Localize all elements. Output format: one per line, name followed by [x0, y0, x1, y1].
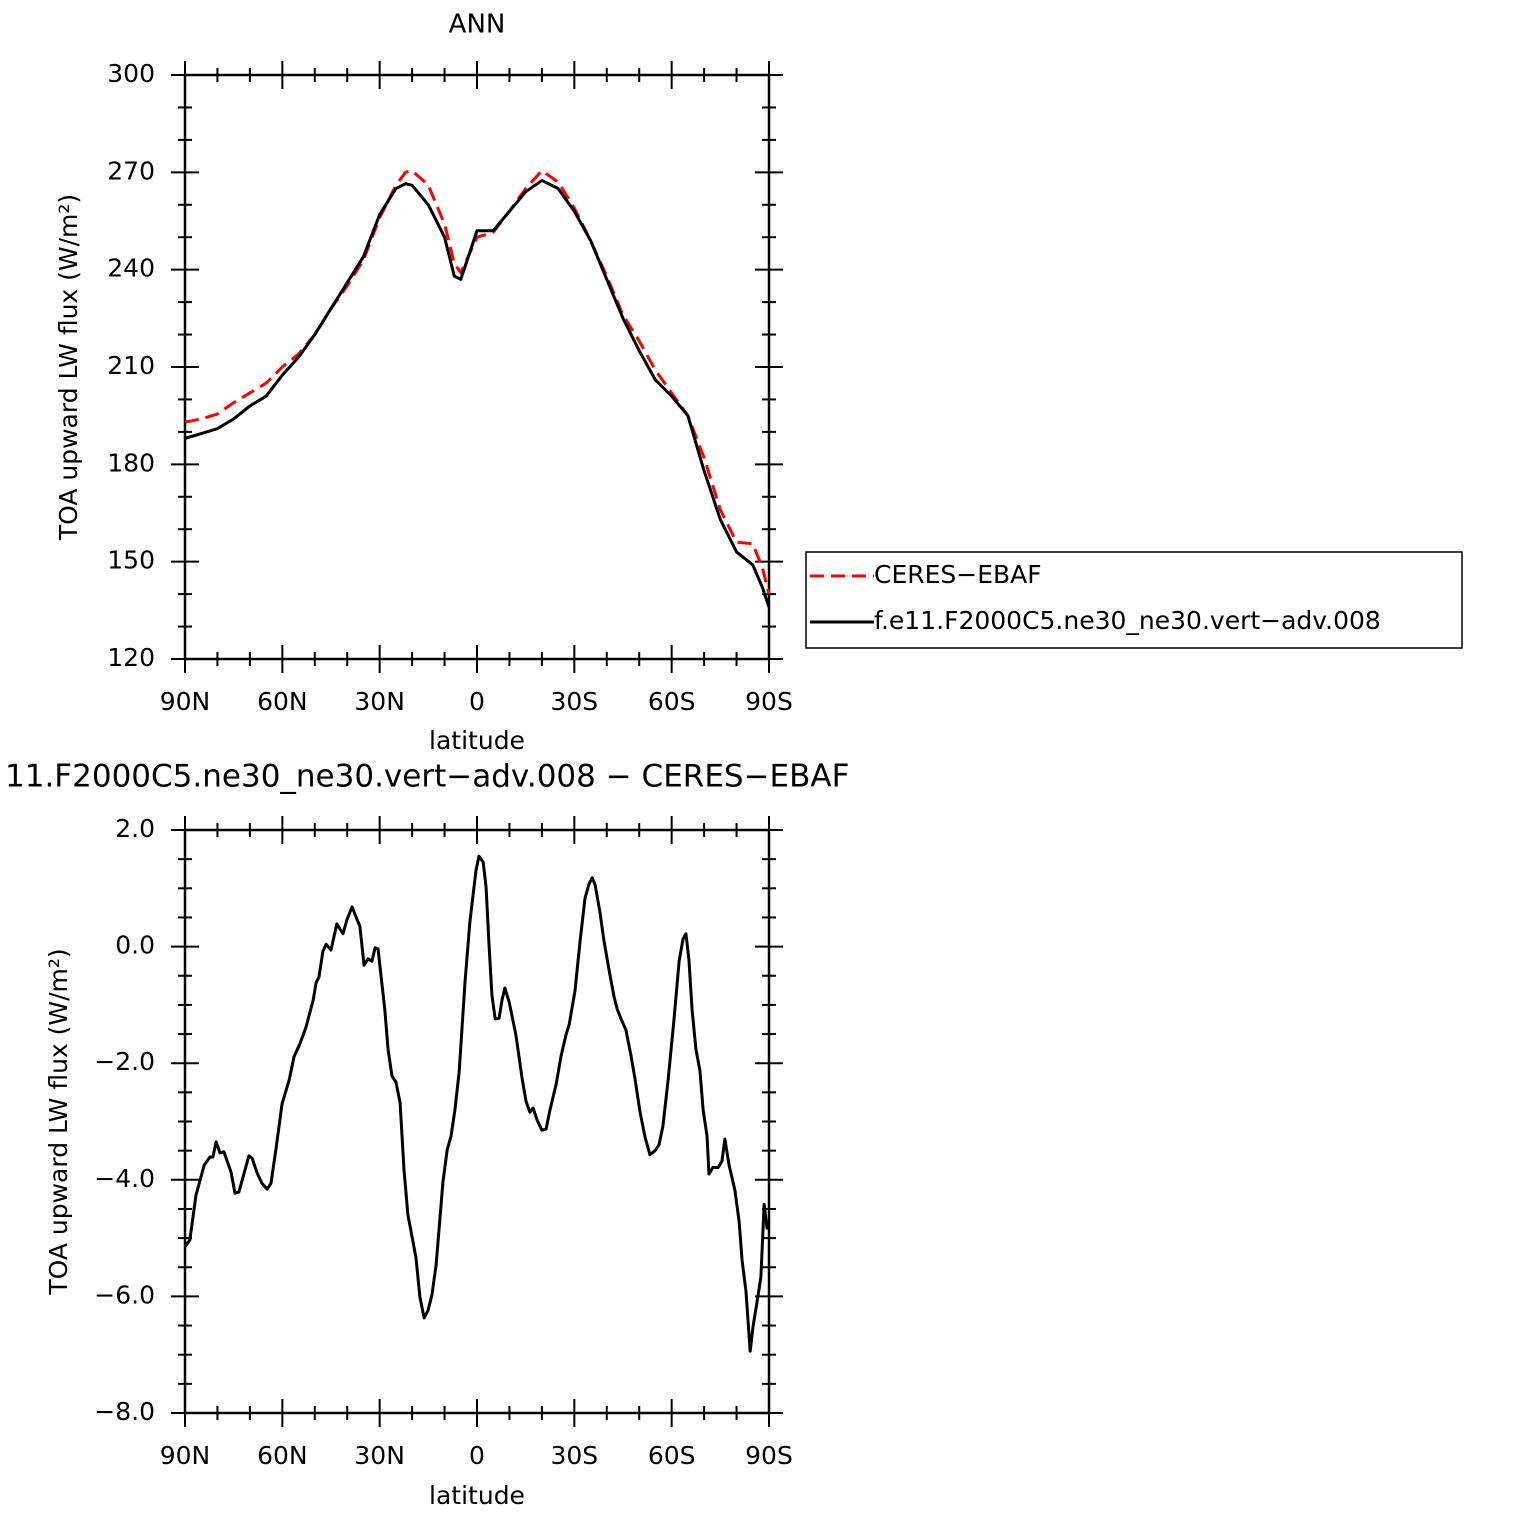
- x-tick-label: 0: [469, 687, 485, 716]
- x-tick-label: 90S: [745, 1441, 793, 1470]
- plot-frame: [183, 828, 771, 1415]
- x-tick-label: 30S: [550, 687, 598, 716]
- y-tick-label: 0.0: [115, 931, 155, 960]
- chart-title: ANN: [449, 10, 506, 40]
- x-tick-label: 30S: [550, 1441, 598, 1470]
- plot: ANN latitude TOA upward LW flux (W/m²) 120 1…: [54, 10, 1463, 755]
- y-tick-label: 210: [107, 351, 155, 380]
- y-tick-label: 120: [107, 643, 155, 672]
- y-tick-label: 300: [107, 59, 155, 88]
- x-tick-label: 90N: [160, 687, 211, 716]
- x-tick-label: 0: [469, 1441, 485, 1470]
- x-axis-label: latitude: [429, 1481, 525, 1510]
- data-line: [184, 178, 771, 608]
- y-tick-label: −4.0: [94, 1164, 155, 1193]
- x-tick-label: 90S: [745, 687, 793, 716]
- x-tick-label: 60N: [257, 1441, 308, 1470]
- x-tick-label: 60N: [257, 687, 308, 716]
- x-tick-label: 90N: [160, 1441, 211, 1470]
- y-axis-label: TOA upward LW flux (W/m²): [54, 194, 83, 541]
- y-tick-label: −8.0: [94, 1397, 155, 1426]
- y-tick-label: 270: [107, 156, 155, 185]
- plot: 11.F2000C5.ne30_ne30.vert−adv.008 − CERE…: [5, 759, 849, 1511]
- x-axis-label: latitude: [429, 726, 525, 755]
- legend: CERES−EBAF f.e11.F2000C5.ne30_ne30.vert−a…: [805, 551, 1463, 649]
- y-tick-label: 240: [107, 254, 155, 283]
- y-tick-label: −2.0: [94, 1047, 155, 1076]
- x-tick-label: 30N: [354, 1441, 405, 1470]
- chart-title: 11.F2000C5.ne30_ne30.vert−adv.008 − CERE…: [5, 759, 849, 795]
- x-tick-label: 60S: [648, 1441, 696, 1470]
- plot-frame: [183, 73, 771, 661]
- legend-box: [805, 551, 1463, 649]
- legend-label: f.e11.F2000C5.ne30_ne30.vert−adv.008: [874, 606, 1381, 635]
- y-tick-label: 2.0: [115, 814, 155, 843]
- data-line: [183, 854, 771, 1353]
- x-tick-label: 60S: [648, 687, 696, 716]
- y-tick-label: 150: [107, 546, 155, 575]
- y-axis-label: TOA upward LW flux (W/m²): [44, 948, 73, 1295]
- legend-label: CERES−EBAF: [874, 560, 1042, 589]
- y-tick-label: −6.0: [94, 1280, 155, 1309]
- y-tick-label: 180: [107, 448, 155, 477]
- x-tick-label: 30N: [354, 687, 405, 716]
